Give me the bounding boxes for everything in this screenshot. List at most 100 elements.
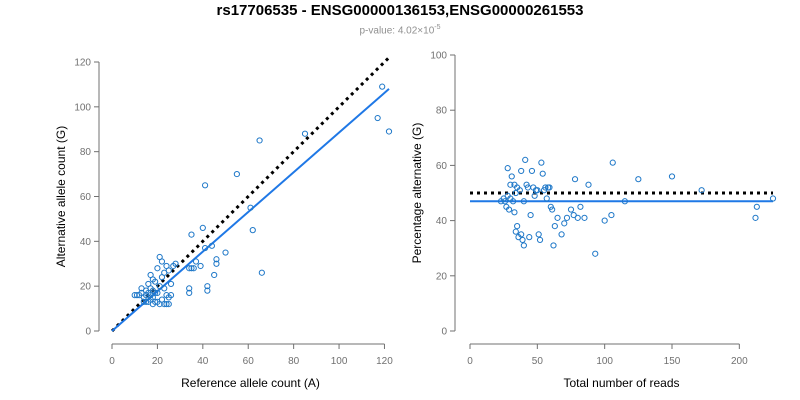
left-data-point bbox=[167, 280, 175, 288]
left-data-point bbox=[161, 285, 168, 292]
left-data-point bbox=[208, 242, 216, 249]
left-x-tick-label: 120 bbox=[376, 356, 393, 367]
right-data-point bbox=[577, 203, 584, 210]
right-data-point bbox=[536, 236, 544, 244]
right-data-point bbox=[567, 206, 575, 213]
right-data-point bbox=[542, 184, 549, 191]
left-data-point bbox=[192, 258, 200, 265]
right-data-point bbox=[528, 167, 536, 175]
right-y-tick-label: 80 bbox=[436, 106, 448, 117]
right-data-point bbox=[534, 187, 541, 194]
right-data-point bbox=[507, 181, 514, 188]
left-data-point bbox=[186, 289, 193, 296]
right-data-point bbox=[621, 198, 628, 205]
right-data-point bbox=[769, 195, 777, 202]
right-data-point bbox=[538, 159, 545, 166]
left-data-point bbox=[222, 249, 229, 256]
subtitle-exponent: -5 bbox=[434, 24, 441, 31]
right-y-tick-label: 0 bbox=[441, 327, 447, 338]
left-data-point bbox=[152, 278, 159, 285]
right-data-point bbox=[601, 217, 608, 224]
right-data-point bbox=[546, 184, 553, 191]
right-y-tick-label: 40 bbox=[436, 216, 448, 227]
left-data-point bbox=[379, 83, 386, 90]
right-data-point bbox=[571, 176, 579, 183]
right-data-point bbox=[531, 192, 538, 199]
left-data-point bbox=[201, 182, 209, 189]
left-data-point bbox=[186, 265, 193, 272]
left-y-tick-label: 20 bbox=[80, 282, 92, 293]
left-data-point bbox=[258, 269, 265, 276]
left-data-point bbox=[186, 285, 193, 292]
right-data-point bbox=[752, 214, 759, 221]
left-data-point bbox=[154, 265, 161, 272]
right-data-point bbox=[585, 181, 592, 188]
left-y-tick-label: 120 bbox=[74, 58, 91, 69]
left-data-point bbox=[374, 114, 381, 122]
right-y-tick-label: 60 bbox=[436, 161, 448, 172]
left-data-point bbox=[152, 289, 159, 296]
right-data-point bbox=[554, 214, 561, 221]
right-data-point bbox=[508, 173, 515, 180]
right-data-point bbox=[698, 187, 705, 194]
left-data-point bbox=[301, 130, 309, 137]
right-data-point bbox=[581, 214, 588, 221]
right-data-point bbox=[512, 228, 519, 235]
right-data-point bbox=[519, 236, 526, 244]
right-data-point bbox=[570, 211, 577, 219]
left-y-tick-label: 40 bbox=[80, 237, 92, 248]
right-data-point bbox=[516, 187, 523, 194]
right-data-point bbox=[518, 167, 525, 175]
right-x-tick-label: 100 bbox=[596, 356, 613, 367]
left-data-point bbox=[233, 170, 240, 178]
right-data-point bbox=[520, 198, 527, 205]
left-data-point bbox=[204, 283, 211, 290]
right-x-axis-label: Total number of reads bbox=[563, 376, 679, 390]
right-data-point bbox=[535, 231, 542, 238]
left-data-point bbox=[385, 128, 393, 135]
left-data-point bbox=[197, 262, 204, 270]
right-data-point bbox=[592, 250, 599, 257]
left-data-point bbox=[172, 260, 179, 267]
right-x-tick-label: 50 bbox=[532, 356, 544, 367]
right-x-tick-label: 200 bbox=[731, 356, 748, 367]
left-y-tick-label: 0 bbox=[85, 327, 91, 338]
left-data-point bbox=[188, 265, 195, 272]
right-data-point bbox=[509, 198, 517, 205]
right-data-point bbox=[511, 209, 518, 216]
left-data-point bbox=[211, 271, 218, 279]
right-data-point bbox=[550, 242, 557, 249]
left-x-tick-label: 20 bbox=[152, 356, 164, 367]
right-x-tick-label: 150 bbox=[664, 356, 681, 367]
right-data-point bbox=[526, 234, 533, 241]
left-data-point bbox=[256, 137, 263, 144]
left-data-point bbox=[199, 224, 206, 231]
right-data-point bbox=[518, 231, 525, 238]
right-data-point bbox=[549, 206, 556, 213]
left-reference-line bbox=[110, 56, 391, 333]
left-data-point bbox=[161, 301, 168, 308]
right-data-point bbox=[551, 223, 558, 230]
right-data-point bbox=[574, 214, 581, 221]
right-data-point bbox=[527, 211, 534, 219]
left-x-axis-label: Reference allele count (A) bbox=[181, 376, 320, 390]
chart-title: rs17706535 - ENSG00000136153,ENSG0000026… bbox=[216, 2, 584, 19]
left-y-tick-label: 80 bbox=[80, 147, 92, 158]
right-y-axis-label: Percentage alternative (G) bbox=[410, 123, 424, 264]
left-data-point bbox=[213, 260, 220, 267]
right-data-point bbox=[505, 206, 513, 213]
left-x-tick-label: 100 bbox=[331, 356, 348, 367]
right-data-point bbox=[608, 211, 615, 219]
right-data-point bbox=[609, 159, 616, 166]
left-data-point bbox=[131, 292, 138, 299]
subtitle-prefix: p-value: 4.02×10 bbox=[359, 25, 435, 37]
left-data-point bbox=[201, 244, 209, 252]
left-data-point bbox=[249, 227, 256, 234]
left-data-point bbox=[213, 256, 220, 263]
left-x-tick-label: 40 bbox=[197, 356, 209, 367]
left-data-point bbox=[163, 301, 170, 308]
right-x-tick-label: 0 bbox=[467, 356, 473, 367]
left-x-tick-label: 0 bbox=[109, 356, 115, 367]
right-data-point bbox=[512, 189, 519, 197]
right-data-point bbox=[561, 220, 568, 227]
